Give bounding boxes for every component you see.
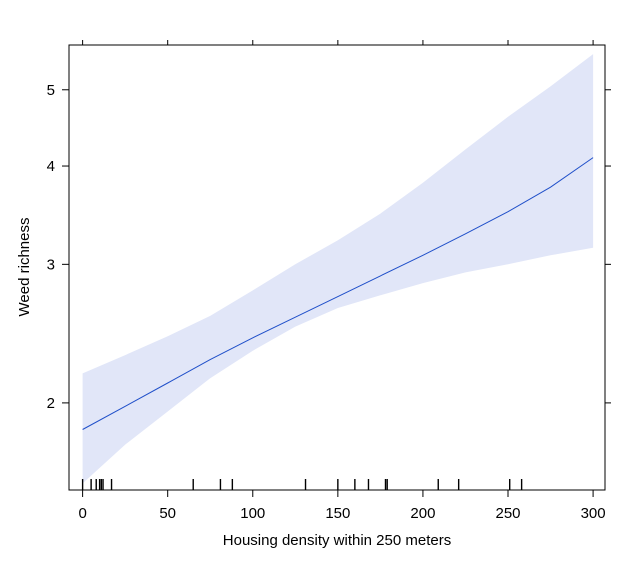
plot-frame — [68, 44, 606, 491]
y-tick-label: 3 — [47, 256, 55, 273]
y-tick-label: 5 — [47, 82, 55, 99]
x-tick-label: 150 — [325, 505, 350, 522]
x-tick-label: 200 — [410, 505, 435, 522]
y-axis-label: Weed richness — [16, 218, 33, 317]
fit-line — [82, 157, 594, 430]
x-tick-label: 100 — [240, 505, 265, 522]
x-axis-label: Housing density within 250 meters — [223, 532, 451, 549]
y-tick-label: 2 — [47, 395, 55, 412]
x-axis-ticks: 0 50 100 150 200 250 300 — [78, 40, 606, 522]
fit-line-layer — [82, 157, 594, 430]
x-tick-label: 250 — [495, 505, 520, 522]
x-tick-label: 0 — [78, 505, 86, 522]
y-axis-ticks: 2 3 4 5 — [47, 82, 611, 412]
x-tick-label: 300 — [581, 505, 606, 522]
confidence-band — [82, 54, 594, 484]
y-tick-label: 4 — [47, 158, 55, 175]
x-tick-label: 50 — [159, 505, 176, 522]
rug-marks — [81, 479, 523, 490]
confidence-band-layer — [82, 54, 594, 484]
